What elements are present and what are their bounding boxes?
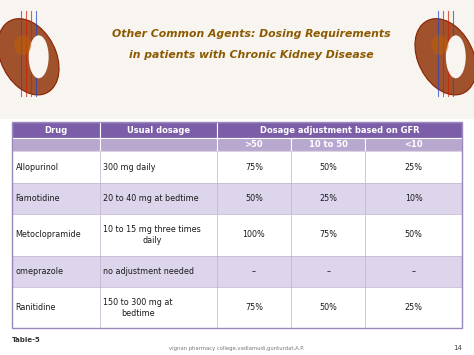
Text: 10 to 15 mg three times
daily: 10 to 15 mg three times daily xyxy=(103,225,201,245)
Bar xyxy=(12,214,100,256)
Bar xyxy=(12,151,100,183)
Bar xyxy=(365,151,462,183)
Text: Usual dosage: Usual dosage xyxy=(127,126,190,135)
Text: 300 mg daily: 300 mg daily xyxy=(103,163,156,171)
Text: 50%: 50% xyxy=(319,163,337,171)
Bar xyxy=(12,138,100,151)
Text: 150 to 300 mg at
bedtime: 150 to 300 mg at bedtime xyxy=(103,297,173,318)
Bar xyxy=(100,183,217,214)
Text: –: – xyxy=(326,267,330,276)
Ellipse shape xyxy=(29,35,49,78)
Bar xyxy=(100,151,217,183)
Text: Allopurinol: Allopurinol xyxy=(16,163,59,171)
Bar xyxy=(100,138,217,151)
Text: –: – xyxy=(412,267,416,276)
Text: 10 to 50: 10 to 50 xyxy=(309,140,347,149)
Text: 100%: 100% xyxy=(243,230,265,239)
Text: 20 to 40 mg at bedtime: 20 to 40 mg at bedtime xyxy=(103,194,199,203)
Bar xyxy=(12,122,462,328)
Text: 10%: 10% xyxy=(405,194,423,203)
Text: >50: >50 xyxy=(245,140,263,149)
Bar xyxy=(365,183,462,214)
Bar xyxy=(291,138,365,151)
Text: Drug: Drug xyxy=(44,126,67,135)
Bar xyxy=(100,214,217,256)
Bar xyxy=(0,0,474,119)
Text: omeprazole: omeprazole xyxy=(16,267,64,276)
Text: Metoclopramide: Metoclopramide xyxy=(16,230,81,239)
Bar xyxy=(291,287,365,328)
Bar xyxy=(217,287,291,328)
Text: 25%: 25% xyxy=(319,194,337,203)
Ellipse shape xyxy=(415,19,474,95)
Text: Dosage adjustment based on GFR: Dosage adjustment based on GFR xyxy=(260,126,419,135)
Bar xyxy=(100,256,217,287)
Text: 50%: 50% xyxy=(319,303,337,312)
Bar xyxy=(291,183,365,214)
Bar xyxy=(12,287,100,328)
Text: vignan pharmacy college,vadlamudi,gunturdat,A.P.: vignan pharmacy college,vadlamudi,guntur… xyxy=(169,346,305,351)
Text: 25%: 25% xyxy=(405,163,423,171)
Text: Table-5: Table-5 xyxy=(12,337,41,343)
Bar xyxy=(12,256,100,287)
Bar xyxy=(217,183,291,214)
Text: Other Common Agents: Dosing Requirements: Other Common Agents: Dosing Requirements xyxy=(112,29,391,39)
Text: no adjustment needed: no adjustment needed xyxy=(103,267,194,276)
Bar xyxy=(12,122,100,138)
Text: Famotidine: Famotidine xyxy=(16,194,60,203)
Text: 75%: 75% xyxy=(245,163,263,171)
Text: 75%: 75% xyxy=(245,303,263,312)
Bar xyxy=(217,138,291,151)
Bar xyxy=(365,138,462,151)
Bar xyxy=(12,183,100,214)
Bar xyxy=(100,122,217,138)
Ellipse shape xyxy=(0,19,59,95)
Bar xyxy=(217,256,291,287)
Bar xyxy=(217,122,462,138)
Text: 50%: 50% xyxy=(245,194,263,203)
Ellipse shape xyxy=(431,35,448,55)
Bar xyxy=(291,256,365,287)
Text: 75%: 75% xyxy=(319,230,337,239)
Bar xyxy=(100,287,217,328)
Text: 14: 14 xyxy=(453,345,462,351)
Bar xyxy=(291,214,365,256)
Bar xyxy=(365,287,462,328)
Bar xyxy=(291,151,365,183)
Bar xyxy=(365,214,462,256)
Bar xyxy=(365,256,462,287)
Bar xyxy=(217,151,291,183)
Text: 50%: 50% xyxy=(405,230,423,239)
Ellipse shape xyxy=(446,35,466,78)
Ellipse shape xyxy=(14,35,31,55)
Text: in patients with Chronic Kidney Disease: in patients with Chronic Kidney Disease xyxy=(129,50,374,60)
Text: –: – xyxy=(252,267,256,276)
Text: 25%: 25% xyxy=(405,303,423,312)
Bar xyxy=(217,214,291,256)
Text: <10: <10 xyxy=(404,140,423,149)
Text: Ranitidine: Ranitidine xyxy=(16,303,56,312)
